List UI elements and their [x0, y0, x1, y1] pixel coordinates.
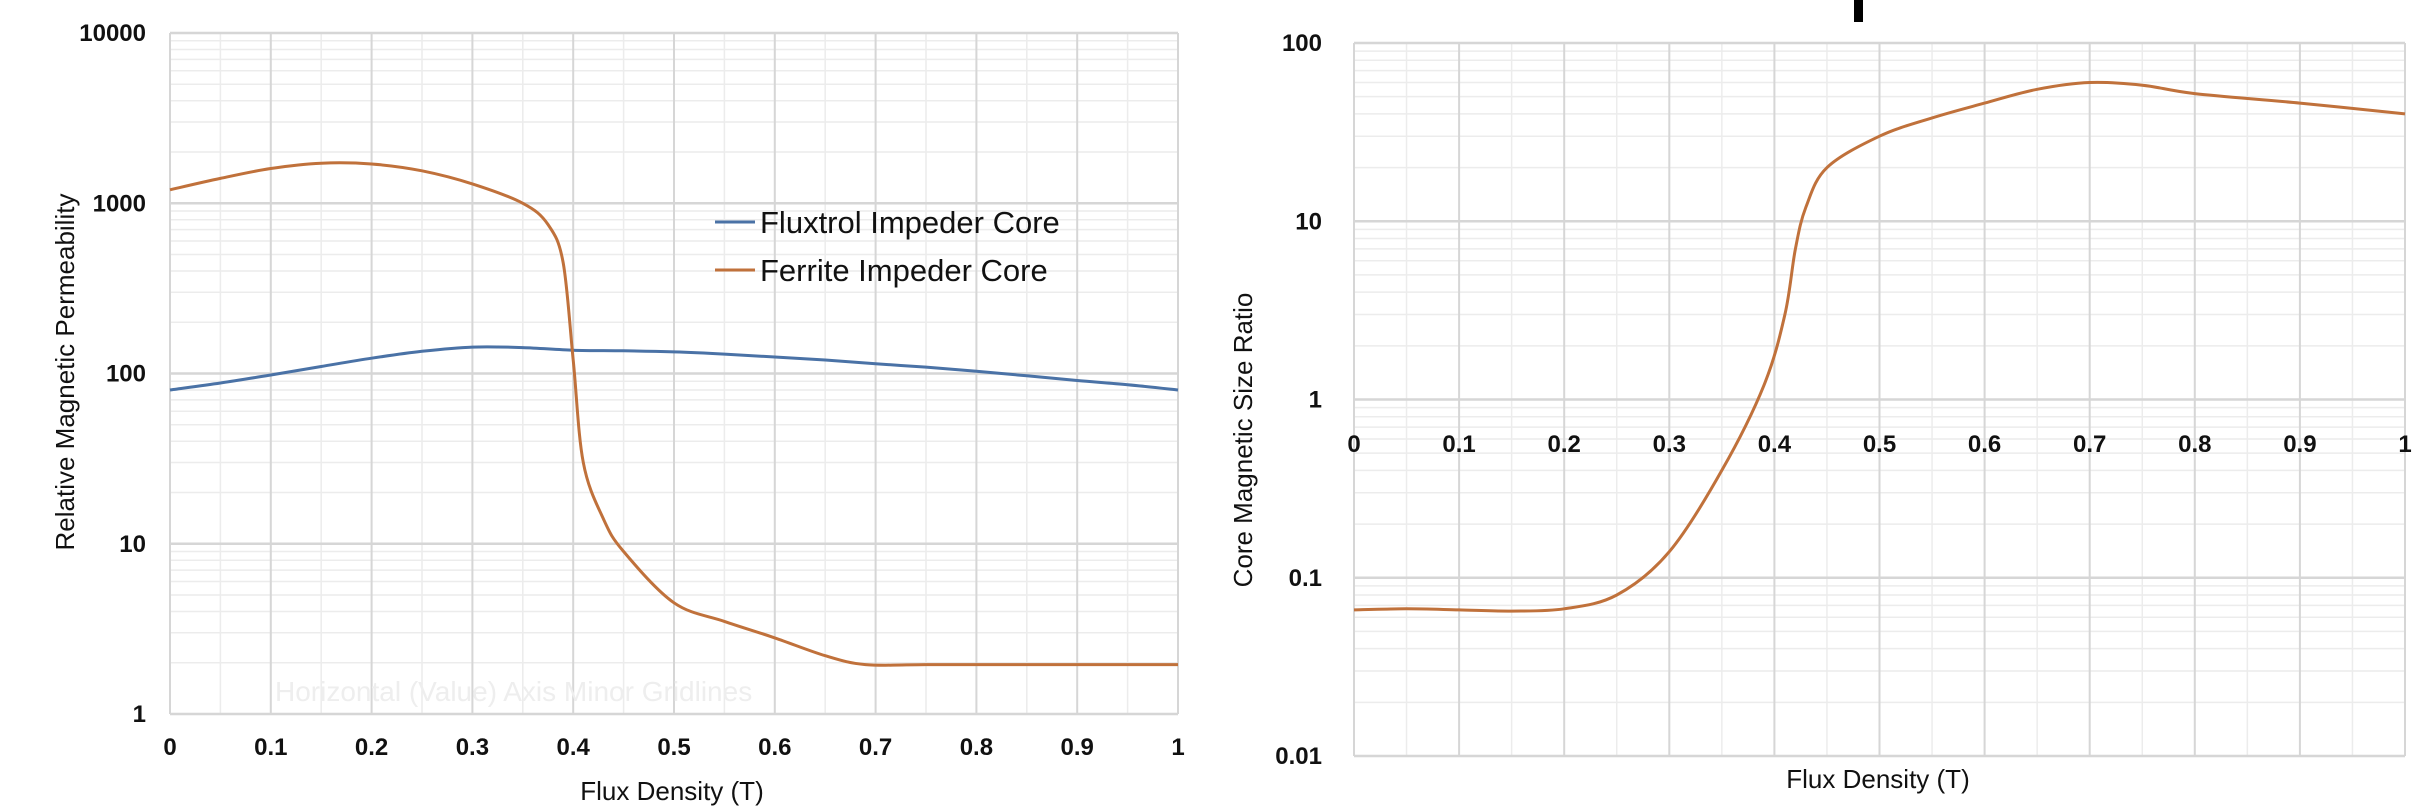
x-tick-label: 0: [1347, 431, 1360, 458]
y-tick-label: 100: [106, 361, 146, 388]
legend-label-fluxtrol: Fluxtrol Impeder Core: [760, 205, 1060, 240]
x-tick-label: 0.8: [2178, 431, 2211, 458]
x-tick-label: 0: [163, 734, 176, 761]
y-tick-label: 1000: [93, 190, 146, 217]
x-tick-label: 0.9: [1061, 734, 1094, 761]
y-tick-label: 10: [119, 531, 146, 558]
x-tick-label: 0.7: [2073, 431, 2106, 458]
x-tick-label: 0.4: [1758, 431, 1792, 458]
x-tick-label: 0.3: [1653, 431, 1686, 458]
size-ratio-gridlines: [1353, 41, 2406, 758]
permeability-y-axis-title: Relative Magnetic Permeability: [50, 194, 80, 551]
y-tick-label: 0.01: [1275, 743, 1322, 770]
y-tick-label: 10: [1295, 208, 1322, 235]
size-ratio-x-ticks: 0 0.1 0.2 0.3 0.4 0.5 0.6 0.7 0.8 0.9 1: [1347, 431, 2411, 458]
permeability-x-ticks: 0 0.1 0.2 0.3 0.4 0.5 0.6 0.7 0.8 0.9 1: [163, 734, 1184, 761]
size-ratio-y-ticks: 0.01 0.1 1 10 100: [1275, 30, 1322, 770]
size-ratio-y-axis-title: Core Magnetic Size Ratio: [1228, 293, 1258, 588]
x-tick-label: 0.8: [960, 734, 993, 761]
series-line-core-magnetic-size-ratio: [1353, 80, 2406, 613]
y-tick-label: 1: [1309, 387, 1322, 414]
x-tick-label: 0.4: [557, 734, 591, 761]
x-tick-label: 0.5: [657, 734, 690, 761]
x-tick-label: 1: [2398, 431, 2411, 458]
y-tick-label: 100: [1282, 30, 1322, 57]
x-tick-label: 0.2: [355, 734, 388, 761]
x-tick-label: 0.5: [1863, 431, 1896, 458]
size-ratio-chart: 0 0.1 0.2 0.3 0.4 0.5 0.6 0.7 0.8 0.9 1 0.01 0.1 1 10…: [1228, 30, 2412, 794]
minor-gridlines-ghost-label: Horizontal (Value) Axis Minor Gridlines: [275, 676, 752, 707]
x-tick-label: 0.3: [456, 734, 489, 761]
x-tick-label: 0.6: [1968, 431, 2001, 458]
x-tick-label: 0.1: [254, 734, 287, 761]
permeability-x-axis-title: Flux Density (T): [580, 776, 763, 806]
permeability-y-ticks: 1 10 100 1000 10000: [79, 20, 146, 728]
top-edge-marker: [1854, 0, 1863, 22]
legend-label-ferrite: Ferrite Impeder Core: [760, 253, 1048, 288]
x-tick-label: 0.9: [2283, 431, 2316, 458]
legend: Fluxtrol Impeder Core Ferrite Impeder Co…: [715, 205, 1060, 288]
permeability-gridlines: [169, 31, 1179, 716]
x-tick-label: 0.1: [1442, 431, 1475, 458]
size-ratio-series: [1353, 80, 2406, 613]
x-tick-label: 0.2: [1548, 431, 1581, 458]
series-line-ferrite-impeder-core: [169, 161, 1178, 667]
y-tick-label: 0.1: [1289, 565, 1322, 592]
x-tick-label: 1: [1171, 734, 1184, 761]
y-tick-label: 1: [133, 701, 146, 728]
series-line-fluxtrol-impeder-core: [169, 345, 1179, 392]
y-tick-label: 10000: [79, 20, 146, 47]
x-tick-label: 0.7: [859, 734, 892, 761]
permeability-chart: Horizontal (Value) Axis Minor Gridlines …: [50, 20, 1185, 806]
size-ratio-x-axis-title: Flux Density (T): [1786, 764, 1969, 794]
x-tick-label: 0.6: [758, 734, 791, 761]
permeability-series: [169, 161, 1179, 667]
